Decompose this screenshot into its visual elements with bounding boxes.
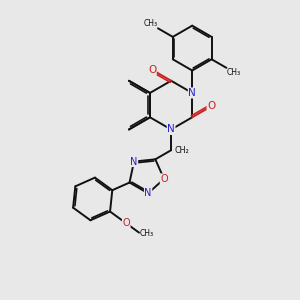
Text: N: N: [144, 188, 152, 198]
Text: O: O: [148, 65, 156, 75]
Text: N: N: [130, 157, 138, 166]
Text: CH₂: CH₂: [175, 146, 190, 155]
Text: CH₃: CH₃: [227, 68, 241, 77]
Text: O: O: [122, 218, 130, 228]
Text: O: O: [160, 174, 168, 184]
Text: CH₃: CH₃: [140, 229, 154, 238]
Text: N: N: [167, 124, 175, 134]
Text: O: O: [207, 101, 215, 111]
Text: CH₃: CH₃: [143, 19, 158, 28]
Text: N: N: [188, 88, 196, 98]
